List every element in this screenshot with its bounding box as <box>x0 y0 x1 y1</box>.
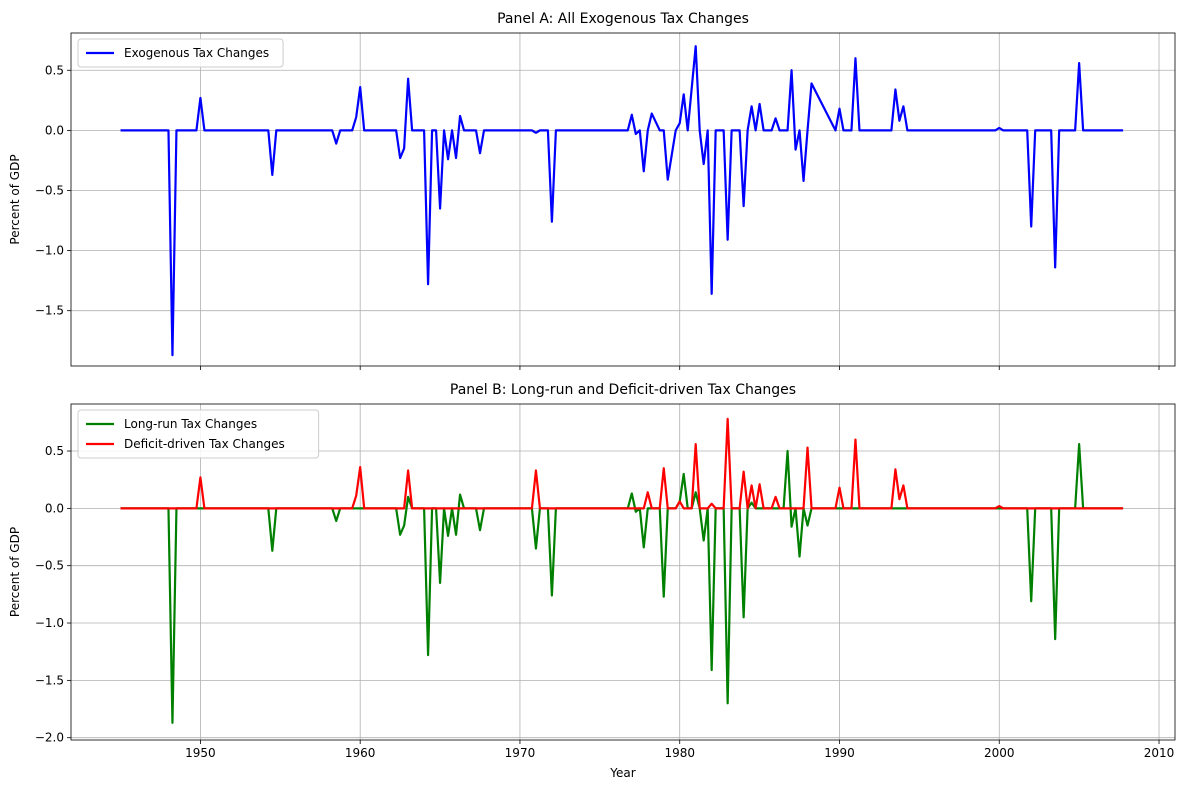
panel-a-ytick-label--0.5: −0.5 <box>35 183 64 197</box>
panel-b-legend-label-1: Deficit-driven Tax Changes <box>124 437 285 451</box>
panel-b-series-line-0 <box>120 443 1124 724</box>
panel-a-frame <box>70 32 1176 367</box>
panel-b-legend: Long-run Tax Changes Deficit-driven Tax C… <box>77 409 320 459</box>
panel-b-legend-label-0: Long-run Tax Changes <box>124 417 257 431</box>
panel-b-xtick-label-2010: 2010 <box>1144 746 1175 760</box>
panel-b-xtick-label-1960: 1960 <box>345 746 376 760</box>
panel-a: Panel A: All Exogenous Tax Changes Perce… <box>8 11 1176 370</box>
panel-b-ytick-label-0: 0.0 <box>45 501 64 515</box>
panel-a-legend: Exogenous Tax Changes <box>77 38 284 68</box>
panel-b-xtick-label-2000: 2000 <box>984 746 1015 760</box>
panel-b-ytick-label--0.5: −0.5 <box>35 559 64 573</box>
panel-b-xtick-label-1990: 1990 <box>824 746 855 760</box>
panel-b-series-line-1 <box>120 417 1124 510</box>
panel-b-ytick-label--2: −2.0 <box>35 731 64 745</box>
panel-b-frame <box>70 403 1176 741</box>
panel-a-ytick-label-0.5: 0.5 <box>45 63 64 77</box>
panel-a-series <box>120 45 1124 357</box>
panel-a-grid <box>71 33 1175 366</box>
panel-a-ytick-label--1.5: −1.5 <box>35 304 64 318</box>
panel-b: Panel B: Long-run and Deficit-driven Tax… <box>8 382 1176 780</box>
panel-a-title: Panel A: All Exogenous Tax Changes <box>497 11 749 27</box>
panel-b-xtick-label-1950: 1950 <box>185 746 216 760</box>
panel-a-ylabel: Percent of GDP <box>8 154 22 244</box>
panel-b-series <box>120 417 1124 724</box>
panel-b-ytick-label--1: −1.0 <box>35 616 64 630</box>
panel-b-ylabel: Percent of GDP <box>8 527 22 617</box>
panel-b-ticks: 1950 1960 1970 1980 1990 2000 2010 −2.0 −1.5 −1.0… <box>35 444 1174 760</box>
panel-a-series-line-0 <box>120 45 1124 357</box>
panel-a-ytick-label-0: 0.0 <box>45 123 64 137</box>
panel-b-xlabel: Year <box>609 766 635 780</box>
panel-b-legend-box <box>77 409 320 459</box>
panel-b-ytick-label-0.5: 0.5 <box>45 444 64 458</box>
panel-a-ticks: −1.5 −1.0 −0.5 0.0 0.5 <box>35 63 1160 370</box>
panel-a-ytick-label--1: −1.0 <box>35 244 64 258</box>
panel-a-legend-label-0: Exogenous Tax Changes <box>124 46 269 60</box>
panel-b-xtick-label-1980: 1980 <box>664 746 695 760</box>
panel-a-legend-box <box>77 38 284 68</box>
panel-b-ytick-label--1.5: −1.5 <box>35 673 64 687</box>
panel-b-title: Panel B: Long-run and Deficit-driven Tax… <box>450 382 796 398</box>
panel-b-xtick-label-1970: 1970 <box>505 746 536 760</box>
